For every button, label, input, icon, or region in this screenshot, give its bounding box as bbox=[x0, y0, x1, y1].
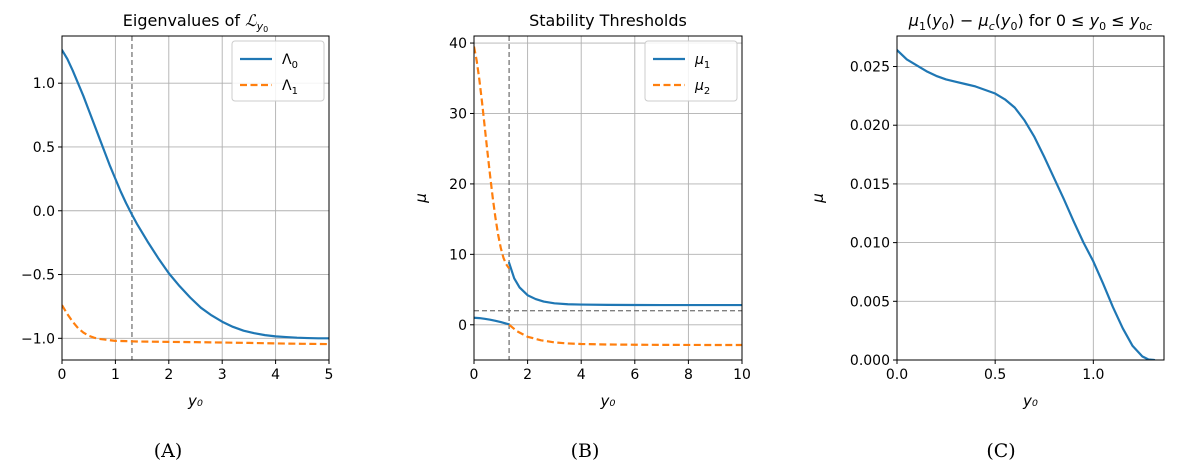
panel-a-legend-box bbox=[231, 40, 325, 102]
panel-a-ytick-label-3: 0.5 bbox=[33, 140, 55, 156]
panel-c-ytick-label-5: 0.025 bbox=[850, 60, 890, 76]
panel-c-ytick-label-4: 0.020 bbox=[850, 118, 890, 134]
panel-b-legend-label-0: μ1 bbox=[694, 52, 710, 71]
panel-a-series-0-line bbox=[62, 48, 329, 340]
panel-b-series-1-line-seg-0 bbox=[474, 46, 511, 270]
panel-a-series-1-line bbox=[62, 304, 329, 346]
panel-a-ytick-label-1: −0.5 bbox=[21, 268, 55, 284]
panel-b-xtick-label-0: 0 bbox=[470, 367, 479, 383]
panel-b-x-axis-label: y₀ bbox=[600, 392, 616, 410]
panel-b-series-0-line-seg-0 bbox=[474, 316, 511, 326]
panel-b-caption: (B) bbox=[570, 440, 600, 462]
panel-a-ytick-label-2: 0.0 bbox=[33, 204, 55, 220]
panel-b-legend-box bbox=[644, 40, 738, 102]
panel-a-ytick-label-4: 1.0 bbox=[33, 76, 55, 92]
panel-c-xtick-label-0: 0.0 bbox=[886, 367, 908, 383]
panel-a-ytick-label-0: −1.0 bbox=[21, 331, 55, 347]
panel-b-xtick-label-2: 4 bbox=[577, 367, 586, 383]
panel-c-ytick-label-3: 0.015 bbox=[850, 177, 890, 193]
panel-b-ytick-label-0: 0 bbox=[458, 318, 467, 334]
panel-c-series-0-line bbox=[897, 48, 1156, 360]
panel-c-xtick-label-1: 0.5 bbox=[984, 367, 1006, 383]
panel-a-xtick-label-3: 3 bbox=[218, 367, 227, 383]
panel-b-ytick-label-3: 30 bbox=[449, 106, 467, 122]
panel-b-xtick-label-5: 10 bbox=[733, 367, 751, 383]
panel-a-chart: 0 1 2 3 4 5 −1.0 −0.5 0.0 0.5 1.0 Eigenvalues of ℒ… bbox=[21, 11, 333, 410]
panel-b-xtick-label-1: 2 bbox=[523, 367, 532, 383]
panel-c-ticks: 0.0 0.5 1.0 0.000 0.005 0.010 0.015 0.020 0.025 bbox=[850, 60, 1105, 383]
panel-b-ytick-label-2: 20 bbox=[449, 177, 467, 193]
panel-c-caption: (C) bbox=[986, 440, 1016, 462]
panel-c-chart: 0.0 0.5 1.00.0000.0050.0100.0150.0200.025 … bbox=[809, 11, 1165, 410]
panel-c-x-axis-label: y₀ bbox=[1022, 392, 1038, 410]
panel-a-legend-label-1: Λ1 bbox=[282, 78, 298, 97]
panel-b-chart: 0 2 4 6 8 10 0 10 20 30 40 Stability Thresholds y₀… bbox=[412, 11, 751, 410]
panel-c-ytick-label-0: 0.000 bbox=[850, 353, 890, 369]
panel-a-xtick-label-1: 1 bbox=[111, 367, 120, 383]
panel-c-title: μ1(y0) − μc(y0) for 0 ≤ y0 ≤ y0c bbox=[908, 11, 1152, 33]
panel-c-y-axis-label: μ bbox=[809, 193, 827, 204]
panel-a-x-axis-label: y₀ bbox=[187, 392, 203, 410]
panel-b-ytick-label-1: 10 bbox=[449, 247, 467, 263]
panel-c-xtick-label-2: 1.0 bbox=[1082, 367, 1104, 383]
panel-b-series bbox=[474, 46, 742, 347]
panel-b-xtick-label-4: 8 bbox=[684, 367, 693, 383]
panel-c-axes-frame bbox=[896, 35, 1165, 361]
figure-canvas: 0 1 2 3 4 5 −1.0 −0.5 0.0 0.5 1.0 Eigenvalues of ℒ… bbox=[21, 11, 1165, 410]
panel-a-title: Eigenvalues of ℒy0 bbox=[123, 11, 268, 34]
panel-b-xtick-label-3: 6 bbox=[630, 367, 639, 383]
panel-a-legend-label-0: Λ0 bbox=[282, 52, 298, 71]
panel-b-legend-label-1: μ2 bbox=[694, 78, 710, 97]
panel-c-ytick-label-1: 0.005 bbox=[850, 294, 890, 310]
panel-c-grid bbox=[896, 36, 1164, 361]
panel-a-axes-frame bbox=[61, 35, 330, 361]
panel-b-reference-lines bbox=[474, 36, 742, 360]
panel-a-xtick-label-4: 4 bbox=[271, 367, 280, 383]
panel-c-ytick-label-2: 0.010 bbox=[850, 236, 890, 252]
panel-c-series bbox=[897, 48, 1156, 360]
panel-b-series-1-line-seg-1 bbox=[508, 323, 742, 347]
panel-a-xtick-label-0: 0 bbox=[58, 367, 67, 383]
panel-b-axes-frame bbox=[473, 35, 743, 361]
panel-b-ytick-label-4: 40 bbox=[449, 36, 467, 52]
panel-a-series bbox=[62, 48, 329, 346]
panel-b-ticks: 0 2 4 6 8 10 0 10 20 30 40 bbox=[449, 36, 751, 383]
panel-a-xtick-label-2: 2 bbox=[164, 367, 173, 383]
panel-b-y-axis-label: μ bbox=[412, 193, 430, 204]
panel-a-caption: (A) bbox=[153, 440, 183, 462]
panel-b-title: Stability Thresholds bbox=[529, 11, 687, 30]
panel-a-xtick-label-5: 5 bbox=[325, 367, 334, 383]
panel-b-series-0-line-seg-1 bbox=[508, 261, 742, 307]
panel-a-ticks: 0 1 2 3 4 5 −1.0 −0.5 0.0 0.5 1.0 bbox=[21, 76, 333, 383]
